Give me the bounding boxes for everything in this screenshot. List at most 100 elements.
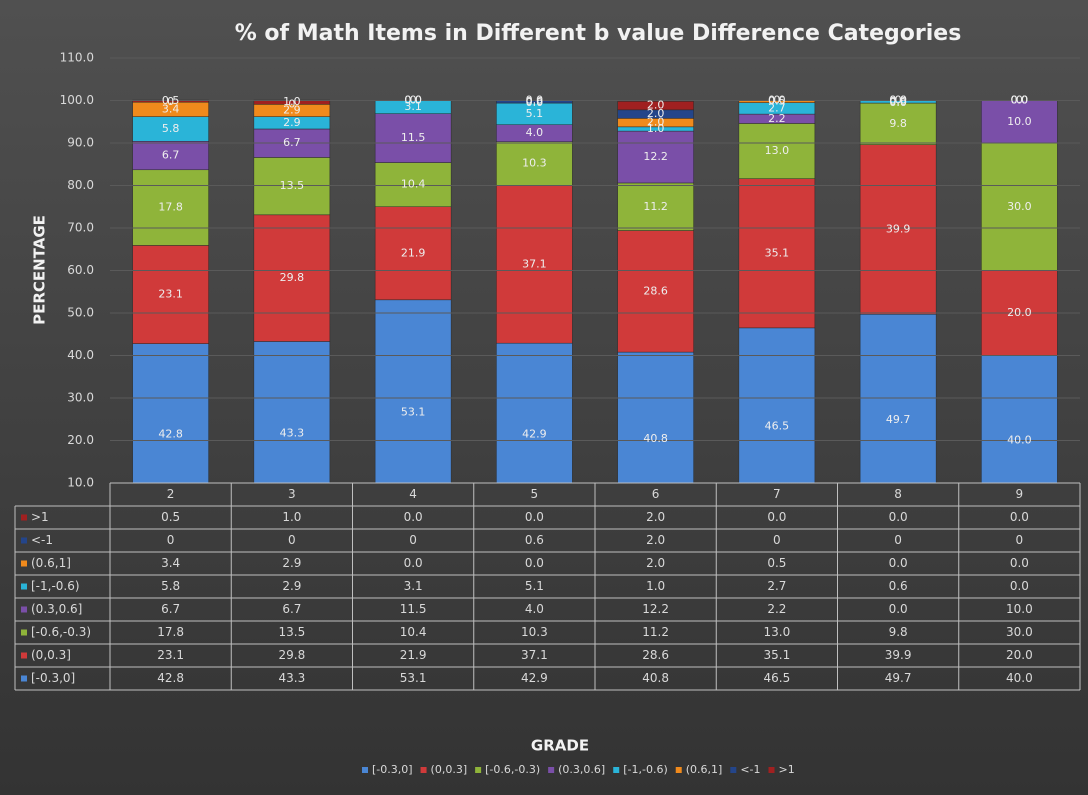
y-tick-label: 80.0 (67, 178, 94, 192)
legend-label: (0.6,1] (686, 763, 723, 776)
x-tick-label: 2 (167, 487, 175, 501)
table-row-label: [-0.6,-0.3) (31, 625, 91, 639)
bar-segment (496, 342, 573, 483)
data-label: 28.6 (643, 284, 668, 297)
data-label: 0.0 (1011, 94, 1029, 107)
table-cell: 0 (773, 533, 781, 547)
table-row-label: (0.3,0.6] (31, 602, 82, 616)
bar-segment (374, 206, 452, 301)
table-row-label: (0,0.3] (31, 648, 71, 662)
table-cell: 12.2 (642, 602, 669, 616)
y-tick-label: 30.0 (67, 391, 94, 405)
table-cell: 53.1 (400, 671, 427, 685)
data-label: 13.5 (280, 179, 305, 192)
data-label: 0.0 (404, 94, 422, 107)
legend-key (21, 606, 27, 613)
table-cell: 10.3 (521, 625, 548, 639)
table-cell: 2.7 (767, 579, 786, 593)
table-cell: 5.8 (161, 579, 180, 593)
table-row-label: [-1,-0.6) (31, 579, 80, 593)
bar-segment (981, 355, 1058, 483)
legend-label: >1 (779, 763, 795, 776)
table-cell: 0.0 (889, 602, 908, 616)
x-tick-label: 9 (1016, 487, 1024, 501)
table-cell: 3.4 (161, 556, 180, 570)
legend-label: [-0.6,-0.3) (485, 763, 540, 776)
data-label: 1.0 (283, 95, 301, 108)
data-label: 0.0 (404, 94, 422, 107)
data-label: 11.2 (643, 200, 668, 213)
data-label: 3.1 (404, 100, 422, 113)
table-cell: 0.0 (767, 510, 786, 524)
bar-segment (253, 341, 331, 483)
table-cell: 29.8 (279, 648, 306, 662)
y-axis-label: PERCENTAGE (31, 215, 49, 325)
data-label: 53.1 (401, 406, 426, 419)
table-cell: 4.0 (525, 602, 544, 616)
table-cell: 9.8 (889, 625, 908, 639)
table-cell: 42.9 (521, 671, 548, 685)
data-label: 0.0 (889, 94, 907, 107)
bar-segment (617, 230, 694, 353)
bar-segment (132, 245, 209, 344)
bar-segment (617, 130, 694, 184)
x-tick-label: 8 (894, 487, 902, 501)
y-tick-label: 10.0 (67, 476, 94, 490)
data-label: 0.6 (889, 95, 907, 108)
legend-label: [-0.3,0] (372, 763, 413, 776)
table-cell: 2.0 (646, 556, 665, 570)
legend-key (21, 675, 27, 682)
data-label: 6.7 (162, 149, 180, 162)
table-cell: 0.5 (767, 556, 786, 570)
table-cell: 11.5 (400, 602, 427, 616)
bar-segment (859, 314, 937, 483)
bar-segment (132, 116, 209, 142)
data-label: 0.5 (162, 94, 180, 107)
legend-key (675, 767, 682, 773)
data-label: 0.0 (889, 94, 907, 107)
table-row-label: >1 (31, 510, 49, 524)
legend-key (613, 767, 620, 773)
data-label: 42.8 (158, 428, 183, 441)
data-label: 9.8 (889, 117, 907, 130)
table-cell: 2.0 (646, 510, 665, 524)
bar-segment (738, 123, 816, 179)
table-cell: 0.0 (404, 510, 423, 524)
data-label: 0.0 (526, 94, 544, 107)
table-cell: 5.1 (525, 579, 544, 593)
table-cell: 1.0 (282, 510, 301, 524)
data-label: 17.8 (158, 201, 183, 214)
table-cell: 0 (288, 533, 296, 547)
table-cell: 39.9 (885, 648, 912, 662)
data-label: 2.0 (647, 116, 665, 129)
data-label: 0.5 (768, 95, 786, 108)
bar-segment (738, 327, 816, 483)
table-cell: 0.0 (1010, 556, 1029, 570)
data-label: 0 (167, 95, 174, 108)
table-row-label: <-1 (31, 533, 53, 547)
bar-segment (496, 141, 573, 186)
data-label: 30.0 (1007, 200, 1032, 213)
table-cell: 6.7 (161, 602, 180, 616)
data-label: 20.0 (1007, 306, 1032, 319)
legend-key (21, 583, 27, 590)
x-tick-label: 6 (652, 487, 660, 501)
data-label: 10.0 (1007, 115, 1032, 128)
data-label: 2.2 (768, 112, 786, 125)
table-cell: 2.9 (282, 556, 301, 570)
table-cell: 10.4 (400, 625, 427, 639)
bar-segment (374, 162, 452, 208)
table-cell: 20.0 (1006, 648, 1033, 662)
data-label: 40.8 (643, 432, 668, 445)
x-tick-label: 7 (773, 487, 781, 501)
table-cell: 21.9 (400, 648, 427, 662)
x-tick-label: 4 (409, 487, 417, 501)
legend-label: (0.3,0.6] (558, 763, 605, 776)
table-cell: 0.0 (404, 556, 423, 570)
table-cell: 49.7 (885, 671, 912, 685)
bar-segment (617, 182, 694, 231)
y-tick-label: 110.0 (60, 51, 94, 65)
y-tick-label: 40.0 (67, 348, 94, 362)
chart-title: % of Math Items in Different b value Dif… (235, 21, 962, 46)
data-label: 0.0 (889, 96, 907, 109)
